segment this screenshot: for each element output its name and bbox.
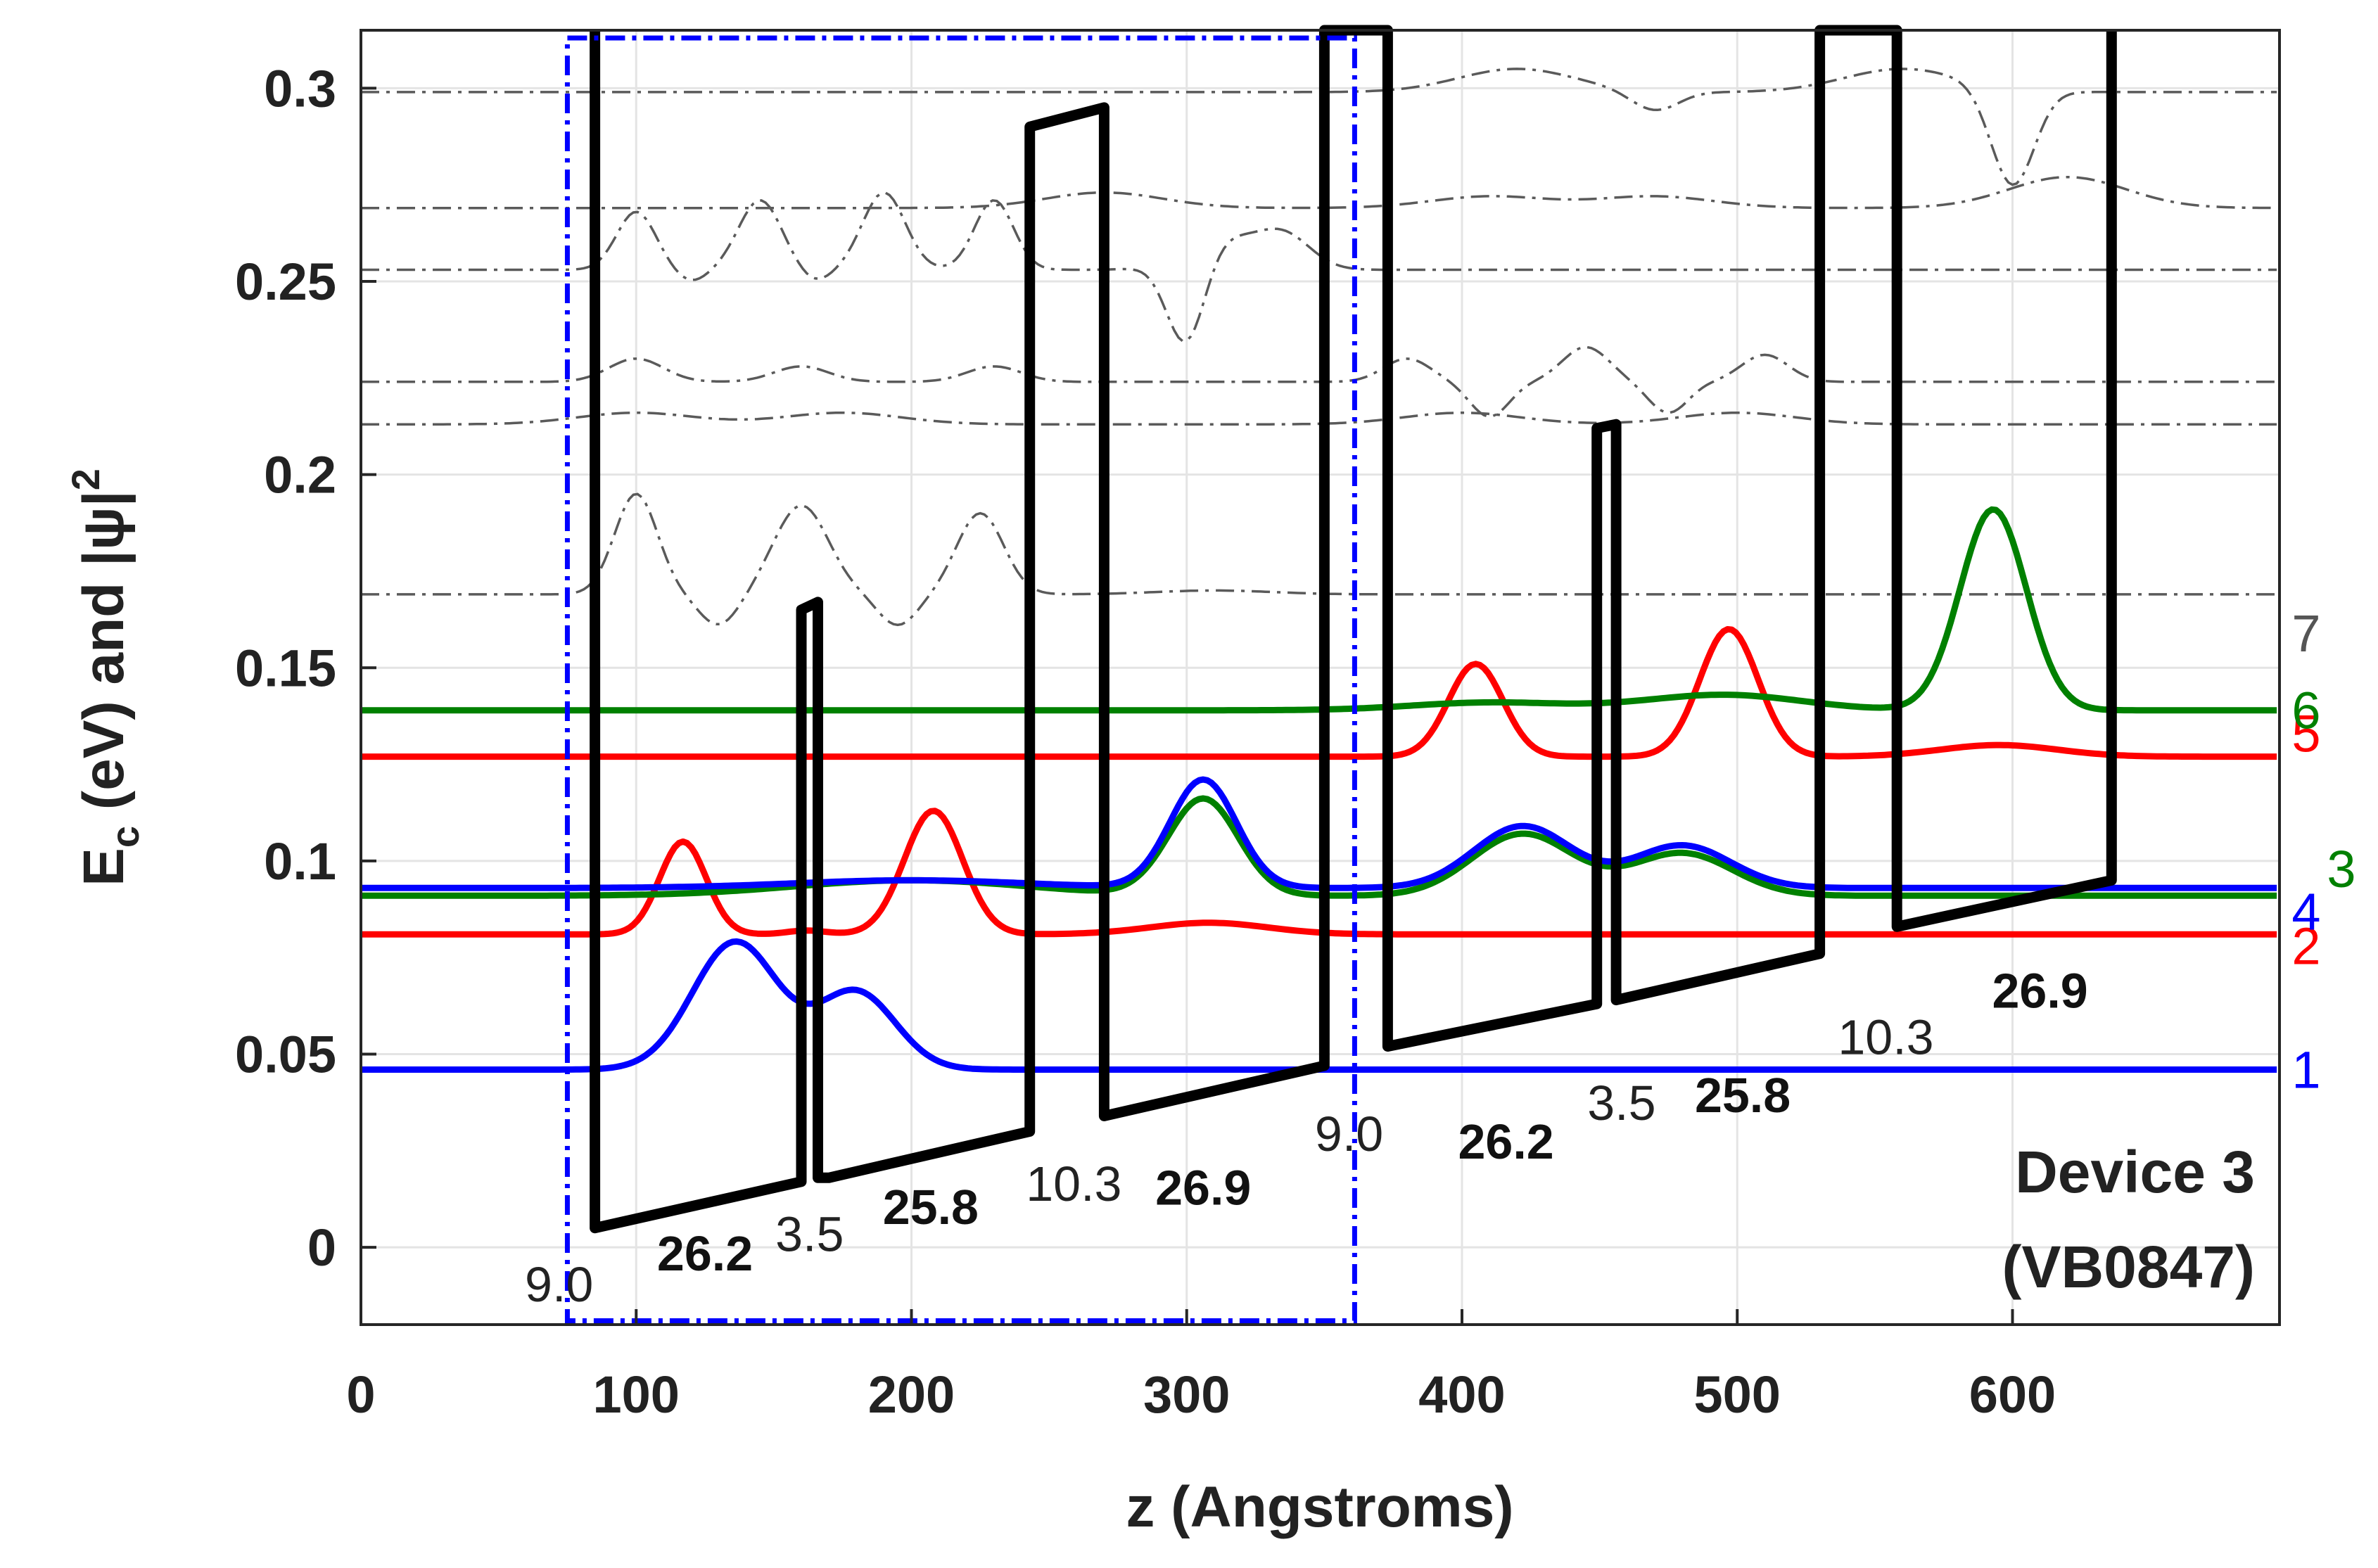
x-tick-label: 100 — [593, 1365, 680, 1424]
faint-state-line — [361, 175, 2277, 210]
state-line-6 — [361, 506, 2277, 714]
layer-label: 3.5 — [775, 1207, 844, 1262]
faint-state-line — [361, 191, 2277, 343]
level-label-7: 7 — [2291, 604, 2320, 663]
x-axis-label: z (Angstroms) — [1126, 1475, 1513, 1539]
layer-label: 3.5 — [1587, 1076, 1655, 1130]
x-tick-label: 600 — [1969, 1365, 2056, 1424]
y-axis-label-sup: 2 — [63, 469, 108, 490]
layer-label: 25.8 — [883, 1180, 979, 1235]
highlight-box-group — [564, 35, 1357, 1324]
state-line-2 — [361, 808, 2277, 938]
y-tick-label: 0.3 — [264, 59, 336, 117]
plot-frame — [360, 29, 2281, 1326]
x-tick-label: 200 — [868, 1365, 955, 1424]
state-line-5 — [361, 626, 2277, 760]
level-labels: 1 234 56 7 — [2291, 604, 2355, 1099]
x-tick-label: 500 — [1694, 1365, 1781, 1424]
bright-state-lines — [361, 506, 2277, 1073]
layer-label: 26.9 — [1155, 1161, 1251, 1216]
x-tick-label: 300 — [1143, 1365, 1230, 1424]
x-tick-label: 0 — [346, 1365, 375, 1424]
state-line-3 — [361, 795, 2277, 899]
layer-label: 26.9 — [1992, 964, 2087, 1019]
state-line-4 — [361, 776, 2277, 891]
y-axis-label-main: E — [72, 848, 136, 886]
x-tick-labels: 0 100 200 300 400 500 600 — [346, 1309, 2056, 1424]
device-label-line1: Device 3 — [2015, 1139, 2255, 1205]
level-label-2: 2 — [2291, 917, 2320, 976]
level-label-5: 5 — [2291, 705, 2320, 763]
layer-label: 9.0 — [525, 1257, 593, 1312]
layer-label: 26.2 — [657, 1226, 753, 1281]
level-label-1: 1 — [2291, 1040, 2320, 1099]
y-tick-label: 0.25 — [235, 253, 336, 311]
x-tick-label: 400 — [1418, 1365, 1505, 1424]
faint-state-line — [361, 345, 2277, 418]
y-tick-label: 0 — [307, 1218, 336, 1277]
highlight-box — [564, 35, 1357, 1324]
y-tick-label: 0.1 — [264, 832, 336, 891]
layer-label: 25.8 — [1695, 1068, 1791, 1123]
layer-thickness-labels: 9.0 26.2 3.5 25.8 10.3 26.9 9.0 26.2 3.5 25.8 10.3… — [525, 964, 2088, 1312]
y-axis-label: Ec (eV) and |ψ|2 — [63, 469, 147, 886]
y-tick-label: 0.05 — [235, 1026, 336, 1084]
level-label-3: 3 — [2327, 840, 2355, 898]
layer-label: 26.2 — [1458, 1114, 1553, 1169]
device-label-line2: (VB0847) — [2002, 1234, 2255, 1300]
y-axis-label-sub: c — [103, 826, 147, 848]
layer-label: 10.3 — [1838, 1010, 1933, 1065]
layer-label: 10.3 — [1026, 1156, 1121, 1211]
faint-state-lines — [361, 68, 2277, 627]
level-label-4: 4 — [2291, 882, 2320, 941]
faint-state-line — [361, 492, 2277, 627]
y-tick-label: 0.15 — [235, 639, 336, 697]
faint-state-line — [361, 411, 2277, 426]
y-axis-label-rest: (eV) and |ψ| — [72, 490, 136, 826]
y-tick-label: 0.2 — [264, 446, 336, 504]
level-label-6: 6 — [2291, 682, 2320, 740]
layer-label: 9.0 — [1315, 1107, 1383, 1161]
y-tick-labels: 0 0.05 0.1 0.15 0.2 0.25 0.3 — [235, 59, 376, 1277]
